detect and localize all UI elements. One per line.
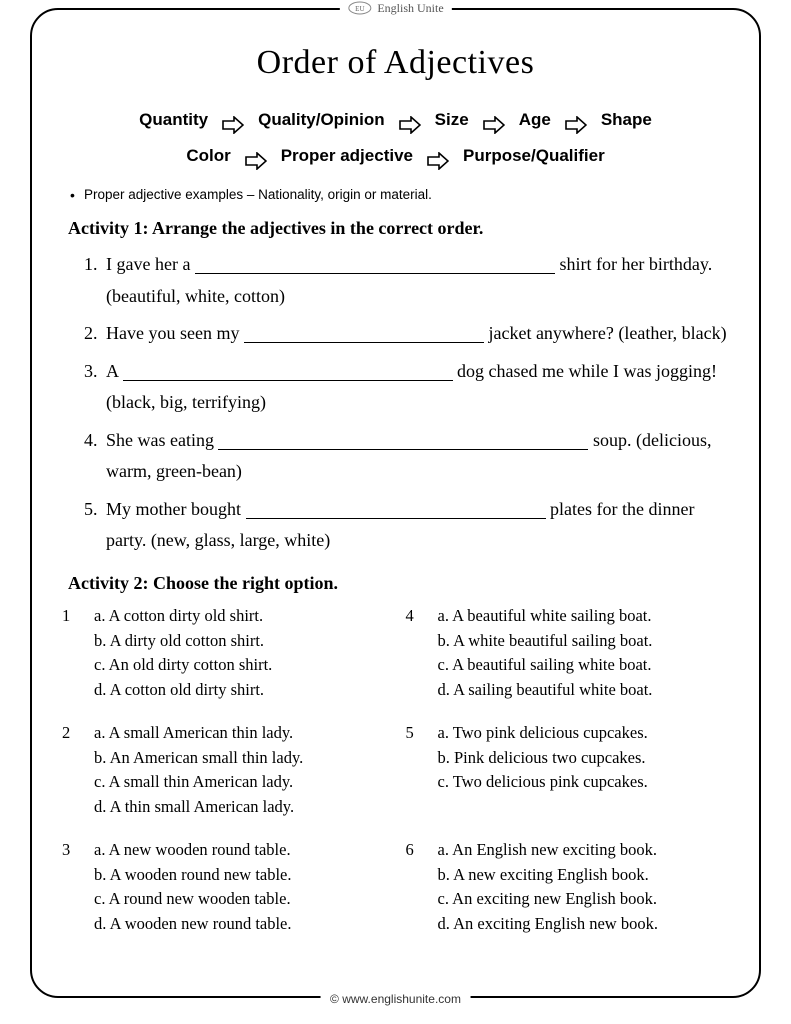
mc-option[interactable]: b. A new exciting English book. <box>438 863 730 888</box>
fill-blank-question: 5.My mother bought plates for the dinner… <box>84 494 729 557</box>
multiple-choice-item: 2a. A small American thin lady.b. An Ame… <box>62 721 386 820</box>
mc-option[interactable]: b. Pink delicious two cupcakes. <box>438 746 730 771</box>
fill-blank-question: 1.I gave her a shirt for her birthday. (… <box>84 249 729 312</box>
fill-blank-question: 3.A dog chased me while I was jogging! (… <box>84 356 729 419</box>
mc-option[interactable]: d. A thin small American lady. <box>94 795 386 820</box>
mc-options: a. A cotton dirty old shirt.b. A dirty o… <box>94 604 386 703</box>
activity-2-grid: 1a. A cotton dirty old shirt.b. A dirty … <box>62 604 729 937</box>
activity-1-list: 1.I gave her a shirt for her birthday. (… <box>84 249 729 557</box>
mc-option[interactable]: c. A round new wooden table. <box>94 887 386 912</box>
mc-options: a. A beautiful white sailing boat.b. A w… <box>438 604 730 703</box>
mc-option[interactable]: a. A small American thin lady. <box>94 721 386 746</box>
answer-blank[interactable] <box>246 501 546 519</box>
activity-1-heading: Activity 1: Arrange the adjectives in th… <box>68 218 729 239</box>
multiple-choice-item: 3a. A new wooden round table.b. A wooden… <box>62 838 386 937</box>
mc-number: 2 <box>62 721 76 820</box>
question-text-pre: She was eating <box>106 430 218 450</box>
proper-adjective-note: Proper adjective examples – Nationality,… <box>84 187 729 202</box>
multiple-choice-item: 6a. An English new exciting book.b. A ne… <box>406 838 730 937</box>
activity-2-heading: Activity 2: Choose the right option. <box>68 573 729 594</box>
brand-logo-icon: EU <box>347 0 371 16</box>
mc-option[interactable]: b. A dirty old cotton shirt. <box>94 629 386 654</box>
order-term: Size <box>435 102 469 138</box>
mc-option[interactable]: d. A wooden new round table. <box>94 912 386 937</box>
answer-blank[interactable] <box>218 432 588 450</box>
mc-option[interactable]: a. A new wooden round table. <box>94 838 386 863</box>
mc-number: 6 <box>406 838 420 937</box>
order-term: Quantity <box>139 102 208 138</box>
mc-option[interactable]: c. A small thin American lady. <box>94 770 386 795</box>
mc-option[interactable]: c. An exciting new English book. <box>438 887 730 912</box>
order-term: Proper adjective <box>281 138 413 174</box>
question-text-pre: My mother bought <box>106 499 246 519</box>
question-body: I gave her a shirt for her birthday. (be… <box>106 249 729 312</box>
order-term: Purpose/Qualifier <box>463 138 605 174</box>
mc-options: a. An English new exciting book.b. A new… <box>438 838 730 937</box>
mc-option[interactable]: a. An English new exciting book. <box>438 838 730 863</box>
question-number: 4. <box>84 425 106 488</box>
order-term: Shape <box>601 102 652 138</box>
question-number: 1. <box>84 249 106 312</box>
question-number: 2. <box>84 318 106 350</box>
arrow-icon <box>427 147 449 165</box>
mc-number: 5 <box>406 721 420 820</box>
question-number: 5. <box>84 494 106 557</box>
arrow-icon <box>483 111 505 129</box>
mc-option[interactable]: c. An old dirty cotton shirt. <box>94 653 386 678</box>
arrow-icon <box>222 111 244 129</box>
question-text-post: jacket anywhere? (leather, black) <box>484 323 727 343</box>
mc-option[interactable]: b. A wooden round new table. <box>94 863 386 888</box>
question-body: She was eating soup. (delicious, warm, g… <box>106 425 729 488</box>
multiple-choice-item: 5a. Two pink delicious cupcakes.b. Pink … <box>406 721 730 820</box>
footer-copyright: © www.englishunite.com <box>320 992 471 1006</box>
mc-option[interactable]: a. A beautiful white sailing boat. <box>438 604 730 629</box>
brand-badge: EU English Unite <box>339 0 451 16</box>
mc-option[interactable]: b. An American small thin lady. <box>94 746 386 771</box>
worksheet-page: EU English Unite Order of Adjectives Qua… <box>30 8 761 998</box>
brand-name: English Unite <box>377 1 443 16</box>
mc-option[interactable]: a. Two pink delicious cupcakes. <box>438 721 730 746</box>
multiple-choice-item: 4a. A beautiful white sailing boat.b. A … <box>406 604 730 703</box>
question-number: 3. <box>84 356 106 419</box>
order-term: Color <box>186 138 230 174</box>
order-row-1: Quantity Quality/Opinion Size Age Shape <box>62 102 729 138</box>
answer-blank[interactable] <box>244 325 484 343</box>
arrow-icon <box>245 147 267 165</box>
multiple-choice-item: 1a. A cotton dirty old shirt.b. A dirty … <box>62 604 386 703</box>
question-body: Have you seen my jacket anywhere? (leath… <box>106 318 729 350</box>
mc-option[interactable]: d. A sailing beautiful white boat. <box>438 678 730 703</box>
mc-option[interactable]: b. A white beautiful sailing boat. <box>438 629 730 654</box>
adjective-order-flow: Quantity Quality/Opinion Size Age Shape … <box>62 102 729 173</box>
answer-blank[interactable] <box>195 256 555 274</box>
mc-option[interactable]: a. A cotton dirty old shirt. <box>94 604 386 629</box>
mc-options: a. Two pink delicious cupcakes.b. Pink d… <box>438 721 730 820</box>
svg-text:EU: EU <box>355 5 364 13</box>
mc-option[interactable]: c. A beautiful sailing white boat. <box>438 653 730 678</box>
mc-option[interactable]: d. A cotton old dirty shirt. <box>94 678 386 703</box>
mc-option[interactable]: c. Two delicious pink cupcakes. <box>438 770 730 795</box>
order-row-2: Color Proper adjective Purpose/Qualifier <box>62 138 729 174</box>
mc-option[interactable]: d. An exciting English new book. <box>438 912 730 937</box>
arrow-icon <box>399 111 421 129</box>
question-body: A dog chased me while I was jogging! (bl… <box>106 356 729 419</box>
fill-blank-question: 2.Have you seen my jacket anywhere? (lea… <box>84 318 729 350</box>
mc-options: a. A small American thin lady.b. An Amer… <box>94 721 386 820</box>
question-body: My mother bought plates for the dinner p… <box>106 494 729 557</box>
fill-blank-question: 4.She was eating soup. (delicious, warm,… <box>84 425 729 488</box>
order-term: Quality/Opinion <box>258 102 385 138</box>
mc-number: 3 <box>62 838 76 937</box>
mc-number: 1 <box>62 604 76 703</box>
question-text-pre: A <box>106 361 123 381</box>
mc-options: a. A new wooden round table.b. A wooden … <box>94 838 386 937</box>
answer-blank[interactable] <box>123 363 453 381</box>
order-term: Age <box>519 102 551 138</box>
arrow-icon <box>565 111 587 129</box>
mc-number: 4 <box>406 604 420 703</box>
page-title: Order of Adjectives <box>62 44 729 82</box>
question-text-pre: I gave her a <box>106 254 195 274</box>
question-text-pre: Have you seen my <box>106 323 244 343</box>
